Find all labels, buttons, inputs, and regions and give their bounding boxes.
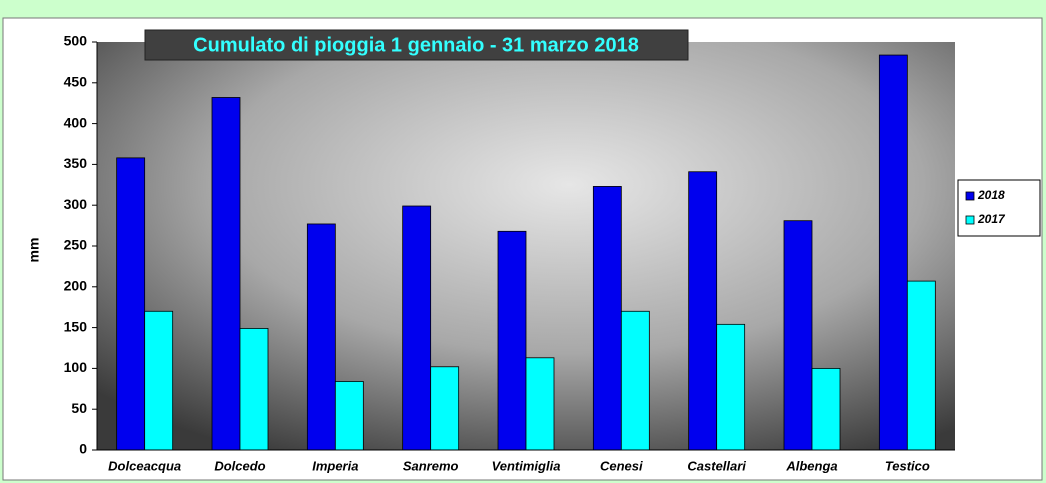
bar: [116, 157, 146, 451]
bar: [620, 310, 650, 451]
x-tick-label: Ventimiglia: [492, 458, 561, 473]
x-tick-label: Testico: [885, 458, 930, 473]
chart-title: Cumulato di pioggia 1 gennaio - 31 marzo…: [193, 34, 639, 56]
x-tick-label: Cenesi: [600, 458, 643, 473]
y-tick-label: 200: [64, 278, 88, 294]
x-tick-label: Dolcedo: [214, 458, 265, 473]
bar: [878, 54, 908, 451]
y-tick-label: 300: [64, 196, 88, 212]
bar: [334, 381, 364, 451]
bar: [592, 186, 622, 451]
bar: [906, 280, 936, 451]
y-tick-label: 350: [64, 155, 88, 171]
y-tick-label: 100: [64, 359, 88, 375]
y-axis-label: mm: [26, 238, 42, 263]
legend-swatch: [965, 191, 975, 201]
x-tick-label: Imperia: [312, 458, 358, 473]
x-tick-label: Sanremo: [403, 458, 459, 473]
y-tick-label: 400: [64, 114, 88, 130]
bar: [716, 323, 746, 451]
legend-box: [957, 179, 1041, 237]
bar: [239, 328, 269, 451]
y-tick-label: 500: [64, 33, 88, 49]
bar: [497, 230, 527, 451]
bar: [783, 220, 813, 451]
legend-label: 2017: [977, 212, 1006, 226]
bar: [811, 367, 841, 451]
title-box: [144, 29, 689, 61]
bar: [402, 205, 432, 451]
y-tick-label: 450: [64, 74, 88, 90]
bar: [525, 357, 555, 451]
bar: [430, 366, 460, 451]
bar: [211, 97, 241, 451]
y-tick-label: 150: [64, 318, 88, 334]
y-tick-label: 50: [71, 400, 87, 416]
x-tick-label: Albenga: [785, 458, 837, 473]
x-tick-label: Dolceacqua: [108, 458, 181, 473]
y-tick-label: 0: [79, 441, 87, 457]
bar: [144, 310, 174, 451]
legend-label: 2018: [977, 188, 1005, 202]
legend-swatch: [965, 215, 975, 225]
bar: [306, 223, 336, 451]
y-tick-label: 250: [64, 237, 88, 253]
bar: [688, 171, 718, 451]
x-tick-label: Castellari: [687, 458, 746, 473]
